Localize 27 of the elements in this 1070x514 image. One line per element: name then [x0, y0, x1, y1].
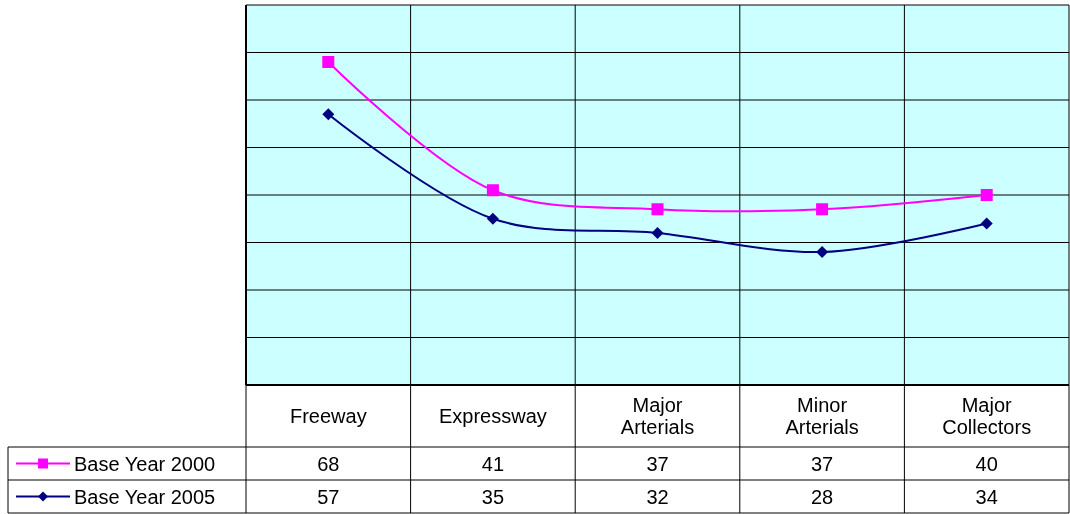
x-tick-label: Expressway	[438, 405, 547, 427]
legend-label: Base Year 2005	[74, 485, 216, 508]
point	[816, 203, 829, 216]
data-label: 37	[810, 452, 834, 475]
data-label: 35	[481, 485, 505, 508]
data-label: 68	[317, 452, 340, 475]
x-tick-label: Major Arterials	[620, 394, 695, 438]
x-tick-label: Minor Arterials	[785, 394, 859, 438]
point	[816, 246, 829, 258]
point	[980, 189, 993, 201]
point	[322, 108, 335, 121]
legend-label: Base Year 2000	[74, 452, 216, 475]
point	[486, 212, 499, 225]
data-label: 40	[975, 452, 998, 475]
point	[486, 184, 499, 197]
data-label: 57	[317, 485, 340, 508]
data-label: 32	[646, 485, 669, 508]
point	[980, 217, 993, 230]
data-label: 37	[646, 452, 669, 475]
point	[322, 56, 335, 68]
point	[651, 227, 664, 239]
point	[651, 203, 664, 216]
data-label: 41	[481, 452, 505, 475]
x-tick-label: Major Collectors	[942, 394, 1032, 438]
data-label: 34	[975, 485, 998, 508]
x-tick-label: Freeway	[289, 405, 367, 427]
data-label: 28	[810, 485, 834, 508]
